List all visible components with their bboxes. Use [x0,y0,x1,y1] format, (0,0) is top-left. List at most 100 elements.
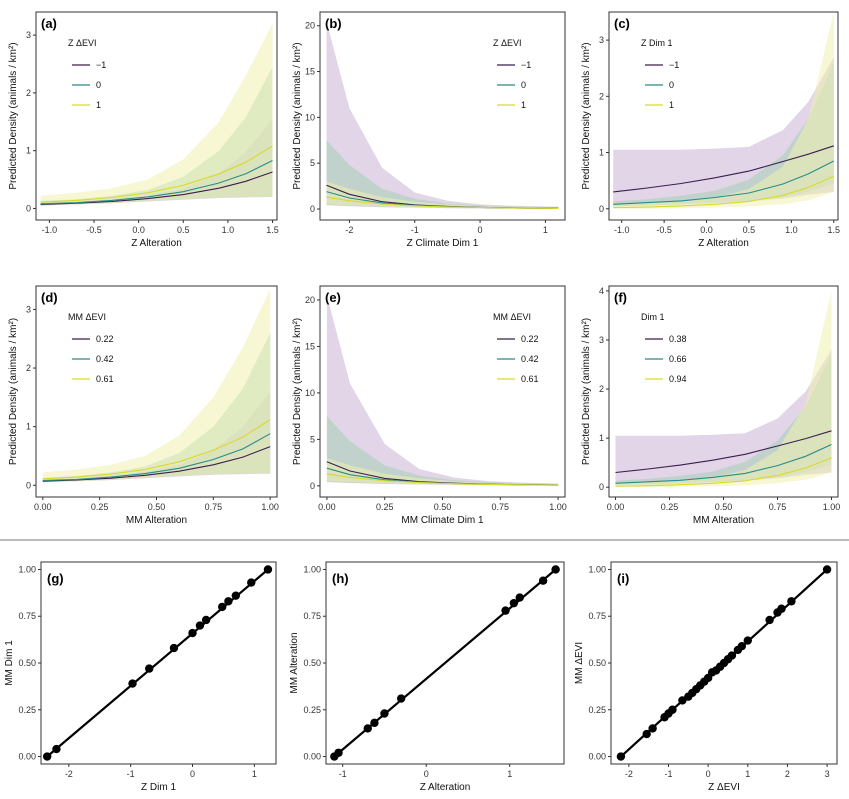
y-tick-label: 1 [26,422,31,432]
legend-item-label: 0.61 [96,374,114,384]
y-tick-label: 0.75 [18,611,36,621]
legend-item-label: 0.94 [669,374,687,384]
x-tick-label: 0.50 [434,502,452,512]
data-point [765,615,774,625]
legend-item-label: 1 [521,100,526,110]
legend-title: Z ΔEVI [68,38,97,48]
plot-area [615,290,832,488]
data-point [668,705,677,714]
y-axis-label: MM Alteration [289,632,300,693]
series-line [42,446,271,482]
y-tick-label: 15 [305,341,315,351]
y-tick-label: 2 [599,91,604,101]
x-tick-label: 0 [424,769,429,779]
panel-label: (f) [614,290,627,305]
confidence-band [326,140,559,209]
data-point [648,724,657,733]
x-tick-label: 0 [706,769,711,779]
y-tick-label: 2 [599,384,604,394]
x-tick-label: 0 [190,769,195,779]
x-tick-label: 0 [478,225,483,235]
x-tick-label: 0.75 [769,502,787,512]
y-tick-label: 0.00 [588,752,606,762]
panel-i: -2 -1 0 1 2 3 0.00 0.25 0.50 0.75 1.00 Z ΔEVI MM ΔEV… [574,561,838,793]
data-point [370,718,379,728]
y-tick-label: 1.00 [18,564,36,574]
series-line [40,171,273,205]
y-axis-label: Predicted Density (animals / km²) [581,318,592,465]
data-point [145,664,154,673]
x-tick-label: 1 [507,769,512,779]
data-point [224,597,233,606]
series-line [42,419,271,480]
y-tick-label: 1 [26,146,31,156]
y-tick-label: 0.50 [588,658,606,668]
x-tick-label: 1.0 [785,225,798,235]
x-tick-label: 0.5 [743,225,756,235]
y-tick-label: 0 [310,481,315,491]
panel-e: 0.00 0.25 0.50 0.75 1.00 0 5 10 15 20 MM Climate D… [292,285,567,526]
data-point [334,748,343,757]
data-point [822,565,832,574]
x-tick-label: 0.5 [177,225,190,235]
data-point [743,636,752,645]
legend-item-label: 0 [521,80,526,90]
data-point [509,598,519,608]
x-tick-label: 1.5 [828,225,841,235]
series-line [615,430,832,474]
y-tick-label: 0.75 [588,611,606,621]
confidence-band [42,288,271,483]
plot-area [326,21,559,209]
data-point [642,729,651,739]
x-tick-label: 0.25 [376,502,394,512]
legend-item-label: 0.22 [521,334,539,344]
legend-item-label: 0 [669,80,674,90]
series-line [613,175,835,209]
x-tick-label: 0.25 [91,502,109,512]
data-point [195,621,205,630]
panel-label: (g) [47,571,64,586]
x-tick-label: -1.0 [42,225,58,235]
y-tick-label: 0 [26,480,31,490]
legend-item-label: 1 [96,100,101,110]
y-tick-label: 0.00 [303,752,321,762]
x-tick-label: -1 [411,225,419,235]
x-tick-label: -0.5 [656,225,672,235]
x-axis-label: MM Alteration [693,515,754,526]
legend-item-label: 0.66 [669,354,687,364]
y-tick-label: 3 [26,304,31,314]
x-tick-label: 2 [785,769,790,779]
y-tick-label: 1.00 [588,564,606,574]
plot-area [42,288,271,483]
data-point [787,597,796,606]
x-tick-label: 1.00 [261,502,279,512]
data-point [551,565,560,574]
data-point [363,724,372,733]
y-tick-label: 5 [310,434,315,444]
panel-f: 0.00 0.25 0.50 0.75 1.00 0 1 2 3 4 MM Alteration Pr… [581,285,840,526]
x-axis-label: Z Alteration [131,238,182,249]
y-axis-label: Predicted Density (animals / km²) [8,42,19,189]
y-tick-label: 2 [26,363,31,373]
data-point [777,604,786,613]
y-tick-label: 15 [305,67,315,77]
legend-title: Z ΔEVI [493,38,522,48]
x-tick-label: 0.00 [34,502,52,512]
confidence-band [615,290,832,488]
y-axis-label: Predicted Density (animals / km²) [292,318,303,465]
y-tick-label: 3 [599,35,604,45]
x-tick-label: 0.75 [205,502,223,512]
y-tick-label: 4 [599,286,604,296]
panel-label: (c) [614,16,630,31]
panel-c: -1.0 -0.5 0.0 0.5 1.0 1.5 0 1 2 3 Z Alteration Pred… [581,11,841,249]
data-point [515,593,524,602]
legend-item-label: −1 [96,60,106,70]
y-tick-label: 20 [305,21,315,31]
x-tick-label: 0.0 [700,225,713,235]
data-point [128,679,137,688]
panel-g: -2 -1 0 1 0.00 0.25 0.50 0.75 1.00 Z Dim 1 MM Dim … [4,561,277,793]
y-tick-label: 0 [26,203,31,213]
panel-a: -1.0 -0.5 0.0 0.5 1.0 1.5 0 1 2 3 Z Alteration Pred… [8,11,279,249]
